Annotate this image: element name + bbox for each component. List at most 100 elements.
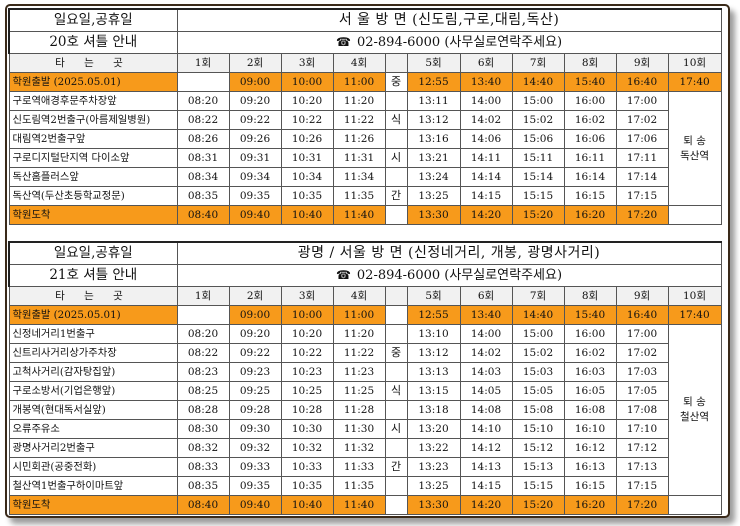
stop-time: 14:10 <box>459 419 513 439</box>
stop-time: 13:10 <box>406 324 461 344</box>
lunch-break-label <box>384 476 408 496</box>
stop-time: 10:32 <box>280 438 334 458</box>
stop-time: 16:03 <box>563 362 617 382</box>
return-station: 독산역 <box>680 149 710 162</box>
stop-time: 11:33 <box>332 457 386 477</box>
stop-time: 08:23 <box>176 362 230 382</box>
stop-time: 17:15 <box>615 186 669 206</box>
stop-time: 16:15 <box>563 186 617 206</box>
stop-name: 시민회관(공중전화) <box>8 457 178 477</box>
stop-time: 09:22 <box>228 110 282 130</box>
stop-time: 14:13 <box>459 457 513 477</box>
arrival-time: 09:40 <box>228 495 282 515</box>
arrival-time: 10:40 <box>280 495 334 515</box>
arrival-time: 11:40 <box>332 205 386 225</box>
stop-time: 16:12 <box>563 438 617 458</box>
stop-time: 15:00 <box>511 324 565 344</box>
stop-name: 개봉역(현대독서실앞) <box>8 400 178 420</box>
stop-name: 신정네거리1번출구 <box>8 324 178 344</box>
stop-time: 16:00 <box>563 324 617 344</box>
stop-time: 17:02 <box>615 343 669 363</box>
stop-time: 08:22 <box>176 343 230 363</box>
stop-time: 17:00 <box>615 324 669 344</box>
stop-time: 17:13 <box>615 457 669 477</box>
telephone-icon: ☎ <box>336 35 351 49</box>
stop-time: 11:22 <box>332 110 386 130</box>
stop-time: 17:12 <box>615 438 669 458</box>
stop-time: 08:20 <box>176 324 230 344</box>
stop-time: 16:05 <box>563 381 617 401</box>
stop-time: 08:32 <box>176 438 230 458</box>
stop-name: 독산역(두산초등학교정문) <box>8 186 178 206</box>
stop-time: 17:03 <box>615 362 669 382</box>
return-station: 철산역 <box>680 411 709 423</box>
shuttle-subtitle: 21호 셔틀 안내 <box>8 264 178 287</box>
stop-name: 신트리사거리상가주차장 <box>8 343 178 363</box>
stop-time: 11:28 <box>332 400 386 420</box>
stop-time: 15:10 <box>511 419 565 439</box>
stop-time: 13:25 <box>406 476 461 496</box>
stop-time: 10:34 <box>280 167 334 187</box>
stop-name: 철산역1번출구하이마트앞 <box>8 476 178 496</box>
stop-time: 14:00 <box>459 91 513 111</box>
stop-time: 16:06 <box>563 129 617 149</box>
stop-time: 17:10 <box>615 419 669 439</box>
blank-cell <box>667 495 722 515</box>
lunch-break-label <box>384 305 408 325</box>
trip-column-header: 4회 <box>332 286 386 306</box>
stop-time: 17:08 <box>615 400 669 420</box>
schedule-day-title: 일요일,공휴일 <box>8 8 178 32</box>
departure-time: 09:00 <box>228 72 282 92</box>
stop-time: 09:26 <box>228 129 282 149</box>
stop-time: 16:11 <box>563 148 617 168</box>
stop-time: 11:22 <box>332 343 386 363</box>
lunch-break-label <box>384 400 408 420</box>
arrival-time: 13:30 <box>406 495 461 515</box>
arrival-time: 17:20 <box>615 495 669 515</box>
phone-contact: ☎ 02-894-6000 (사무실로연락주세요) <box>176 31 722 54</box>
lunch-break-label: 중 <box>384 72 408 92</box>
stop-time: 09:30 <box>228 419 282 439</box>
stop-time: 15:02 <box>511 110 565 130</box>
departure-time: 16:40 <box>615 305 669 325</box>
stop-time: 15:15 <box>511 186 565 206</box>
blank-cell <box>667 205 722 225</box>
stop-time: 15:00 <box>511 91 565 111</box>
lunch-break-label <box>384 167 408 187</box>
trip-column-header: 9회 <box>615 286 669 306</box>
arrival-time: 15:20 <box>511 495 565 515</box>
trip-column-header: 5회 <box>406 286 461 306</box>
stop-time: 10:20 <box>280 324 334 344</box>
stop-time: 10:30 <box>280 419 334 439</box>
arrival-time: 09:40 <box>228 205 282 225</box>
stop-time: 17:06 <box>615 129 669 149</box>
lunch-break-label: 중 <box>384 343 408 363</box>
departure-label: 학원출발 (2025.05.01) <box>8 72 178 92</box>
arrival-time <box>384 495 408 515</box>
lunch-break-label <box>384 362 408 382</box>
stop-time: 14:12 <box>459 438 513 458</box>
arrival-time: 10:40 <box>280 205 334 225</box>
departure-time: 17:40 <box>667 72 722 92</box>
departure-time: 13:40 <box>459 305 513 325</box>
stop-time: 14:15 <box>459 186 513 206</box>
stop-time: 10:22 <box>280 343 334 363</box>
stop-time: 13:11 <box>406 91 461 111</box>
trip-column-header: 7회 <box>511 53 565 73</box>
arrival-time: 11:40 <box>332 495 386 515</box>
lunch-break-label: 식 <box>384 381 408 401</box>
arrival-time: 13:30 <box>406 205 461 225</box>
departure-time: 09:00 <box>228 305 282 325</box>
stop-time: 11:34 <box>332 167 386 187</box>
stop-time: 17:05 <box>615 381 669 401</box>
stop-time: 14:02 <box>459 343 513 363</box>
lunch-break-label: 식 <box>384 110 408 130</box>
stop-name: 구로역애경후문주차장앞 <box>8 91 178 111</box>
stop-time: 10:22 <box>280 110 334 130</box>
stop-time: 08:25 <box>176 381 230 401</box>
lunch-break-label: 시 <box>384 148 408 168</box>
stop-time: 09:25 <box>228 381 282 401</box>
stop-time: 15:15 <box>511 476 565 496</box>
stop-time: 10:25 <box>280 381 334 401</box>
stop-time: 15:12 <box>511 438 565 458</box>
